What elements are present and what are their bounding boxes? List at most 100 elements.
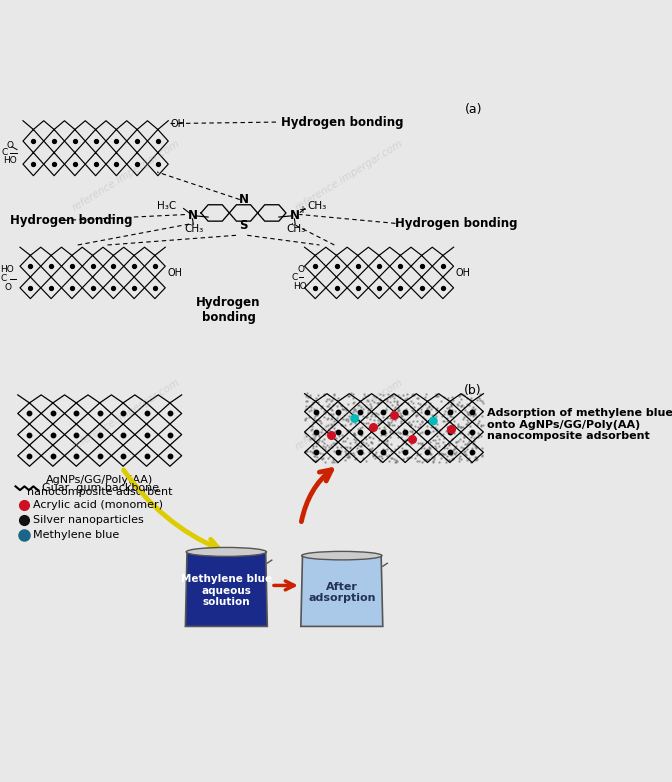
Point [462,428,473,440]
Point [431,423,442,436]
Point [406,418,417,430]
Point [300,412,310,425]
Point [313,428,324,440]
Point [368,449,378,461]
Point [442,421,452,433]
Point [343,389,353,402]
Point [412,449,423,461]
Point [463,415,474,428]
Point [429,450,439,463]
Point [354,399,365,411]
Point [358,410,368,422]
Point [310,392,321,404]
Point [304,390,315,403]
Point [347,447,358,459]
Point [307,447,318,460]
Point [472,417,483,429]
Point [410,432,421,444]
Point [368,432,378,445]
Point [392,454,403,467]
Point [304,444,315,457]
Point [380,436,390,449]
Text: OH: OH [456,268,471,278]
Point [306,439,317,451]
Point [381,435,392,447]
Point [448,418,459,431]
Point [442,420,453,432]
Point [360,431,370,443]
Point [342,447,353,460]
Point [310,454,321,467]
Point [368,449,379,461]
Point [327,456,337,468]
Point [462,454,472,466]
Point [337,419,347,432]
Point [341,441,352,454]
Point [343,415,353,428]
Point [446,449,457,461]
Point [316,452,327,465]
Point [406,395,417,407]
Point [464,434,475,447]
Point [319,405,329,418]
Text: CH₃: CH₃ [184,224,204,234]
Point [412,415,423,428]
Point [366,401,376,414]
Point [384,425,395,437]
Point [358,439,369,451]
Point [366,393,377,406]
Point [341,404,351,416]
Point [350,453,361,465]
Point [318,440,329,453]
Point [330,432,341,444]
Point [326,418,337,430]
Point [301,390,312,403]
Point [383,388,394,400]
Point [401,407,412,420]
Point [447,390,458,403]
Point [431,418,442,430]
Point [345,437,355,450]
Point [453,399,464,411]
Text: OH: OH [171,119,185,128]
Point [434,426,445,439]
Point [464,425,474,438]
Point [304,433,315,446]
Point [336,398,347,411]
Point [407,414,418,427]
Point [397,441,408,454]
Point [326,407,337,420]
Point [363,389,374,401]
Point [456,453,466,465]
Point [371,446,382,458]
Point [324,424,335,436]
Point [443,392,454,404]
Point [325,402,335,414]
Point [451,446,462,458]
Point [464,452,474,465]
Point [462,391,472,404]
Text: Hydrogen bonding: Hydrogen bonding [395,217,518,230]
Point [476,449,487,461]
Point [471,454,482,466]
Point [360,432,371,445]
Point [368,390,379,403]
Point [345,442,355,454]
Point [418,411,429,423]
Text: Methylene blue: Methylene blue [34,529,120,540]
Point [360,431,370,443]
Text: Adsorption of methylene blue
onto AgNPs/GG/Poly(AA)
nanocomposite adsorbent: Adsorption of methylene blue onto AgNPs/… [487,408,672,441]
Point [429,453,439,465]
Point [451,439,462,452]
Point [301,395,312,407]
Point [408,405,419,418]
Point [444,410,455,422]
Point [357,392,368,404]
Point [446,399,456,411]
Point [366,422,376,435]
Point [370,448,380,461]
Point [319,388,329,400]
Point [380,429,390,442]
Point [389,453,400,465]
Point [347,392,358,404]
